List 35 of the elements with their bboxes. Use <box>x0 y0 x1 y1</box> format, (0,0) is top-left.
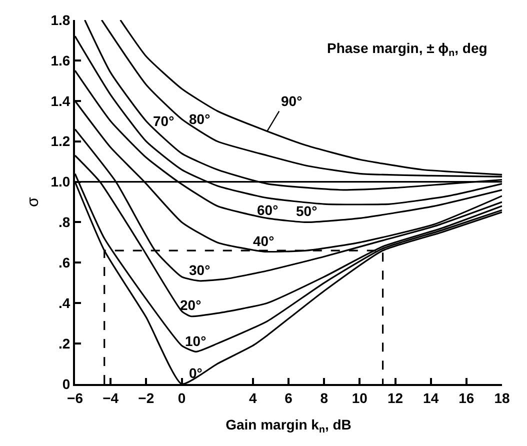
series-label: 20° <box>180 297 202 313</box>
x-tick-label: 6 <box>284 390 293 406</box>
x-axis-title: Gain margin k$_{n}$, dB <box>226 416 352 436</box>
x-tick-label: 16 <box>458 390 474 406</box>
series-label: 90° <box>281 93 302 109</box>
x-tick-label: 14 <box>423 390 439 406</box>
x-tick-label: −6 <box>67 390 84 406</box>
y-tick-label: 0 <box>62 376 70 392</box>
series-label: 70° <box>153 113 174 129</box>
series-label: 50° <box>296 203 318 219</box>
x-tick-label: 4 <box>249 390 258 406</box>
x-tick-label: 12 <box>387 390 404 406</box>
x-tick-label: −4 <box>102 390 119 406</box>
series-label: 80° <box>189 111 210 127</box>
x-tick-label: −2 <box>138 390 154 406</box>
y-tick-label: .2 <box>58 335 70 352</box>
y-tick-label: 1.0 <box>50 174 70 190</box>
x-tick-label: 18 <box>494 390 510 406</box>
y-tick-label: .4 <box>58 295 70 312</box>
x-tick-label: 0 <box>178 390 186 406</box>
y-tick-label: .8 <box>58 214 70 230</box>
y-tick-label: 1.6 <box>50 52 70 68</box>
series-label: 30° <box>189 262 210 278</box>
y-axis-title: σ <box>25 196 42 207</box>
series-label: 0° <box>189 365 202 381</box>
x-tick-label: 10 <box>352 390 368 406</box>
series-label: 40° <box>253 233 274 249</box>
y-tick-label: 1.2 <box>50 133 70 150</box>
series-label: 60° <box>257 202 278 218</box>
legend-title: Phase margin, ± ϕ$_{n}$, deg <box>327 40 488 59</box>
y-tick-label: 1.8 <box>50 12 70 28</box>
series-label: 10° <box>185 333 206 349</box>
y-tick-label: 1.4 <box>50 92 70 109</box>
x-tick-label: 8 <box>320 390 328 406</box>
y-tick-label: .6 <box>58 254 70 271</box>
